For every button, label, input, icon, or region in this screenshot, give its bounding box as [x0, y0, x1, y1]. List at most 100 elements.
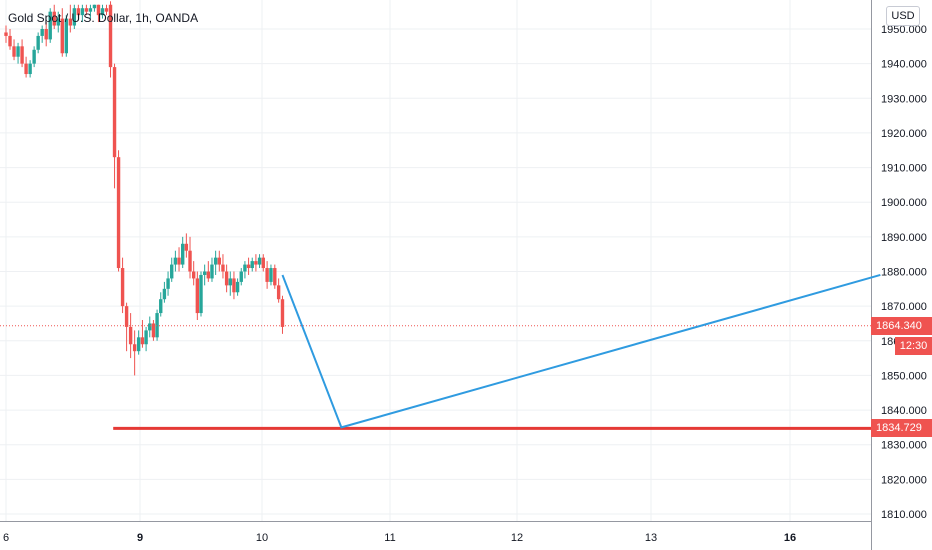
grid	[0, 0, 871, 521]
candle-body	[84, 8, 89, 12]
y-tick-label: 1900.000	[881, 197, 927, 209]
y-tick-label: 1840.000	[881, 405, 927, 417]
candle-body	[64, 18, 68, 54]
support-price-badge: 1834.729	[871, 419, 932, 438]
candle-body	[155, 313, 159, 338]
x-tick-label: 9	[137, 532, 143, 544]
candle-body	[120, 268, 125, 307]
candle-body	[228, 278, 232, 286]
x-tick-label: 12	[511, 532, 523, 544]
candle-body	[136, 337, 141, 352]
candle-body	[20, 46, 24, 64]
candle-body	[273, 268, 277, 286]
candle-body	[243, 264, 247, 272]
candle-body	[68, 18, 73, 26]
candle-body	[170, 264, 174, 279]
y-tick-label: 1810.000	[881, 509, 927, 521]
y-tick-label: 1870.000	[881, 301, 927, 313]
candle-body	[108, 4, 113, 68]
candle-body	[8, 35, 12, 47]
candle-body	[88, 8, 93, 12]
x-tick-label: 16	[784, 532, 796, 544]
candle-countdown-badge: 12:30	[895, 336, 932, 355]
candle-body	[173, 257, 178, 265]
y-tick-label: 1850.000	[881, 370, 927, 382]
candle-body	[16, 46, 20, 57]
candle-body	[184, 243, 189, 251]
current-price-badge: 1864.340	[871, 316, 932, 335]
candle-body	[112, 67, 117, 158]
x-tick-label: 10	[256, 532, 268, 544]
candle-body	[116, 157, 121, 269]
candle-body	[224, 271, 229, 286]
candle-body	[159, 299, 163, 314]
candle-body	[213, 257, 218, 265]
candle-body	[265, 268, 269, 282]
candle-body	[148, 323, 152, 331]
candle-body	[56, 18, 60, 26]
candle-body	[124, 306, 129, 327]
candle-body	[92, 4, 97, 9]
candle-body	[96, 4, 101, 16]
candle-body	[166, 278, 170, 289]
candle-body	[250, 261, 254, 269]
candle-body	[128, 326, 133, 345]
currency-button[interactable]: USD	[886, 6, 920, 26]
candle-body	[151, 323, 156, 338]
candle-body	[12, 46, 16, 57]
candle-body	[221, 264, 225, 272]
candle-body	[144, 330, 148, 345]
candle-body	[28, 63, 32, 75]
drawings[interactable]	[0, 274, 881, 430]
y-tick-label: 1920.000	[881, 128, 927, 140]
candle-body	[162, 288, 167, 300]
y-tick-label: 1910.000	[881, 163, 927, 175]
candle-body	[246, 264, 251, 269]
candle-body	[24, 63, 28, 75]
candle-body	[177, 257, 181, 265]
candle-body	[206, 271, 211, 279]
candle-body	[40, 29, 44, 36]
chart-title: Gold Spot / U.S. Dollar, 1h, OANDA	[8, 11, 199, 25]
candle-body	[132, 344, 137, 352]
candle-body	[188, 250, 192, 272]
candle-body	[48, 11, 52, 40]
y-tick-label: 1830.000	[881, 440, 927, 452]
candle-body	[202, 271, 207, 275]
candle-body	[36, 35, 40, 50]
candle-body	[280, 299, 285, 327]
candle-body	[44, 29, 48, 40]
candle-body	[276, 285, 281, 300]
y-tick-label: 1820.000	[881, 474, 927, 486]
y-tick-label: 1880.000	[881, 267, 927, 279]
candle-body	[199, 274, 203, 314]
x-tick-label: 13	[645, 532, 657, 544]
candle-body	[239, 271, 243, 282]
candle-body	[195, 278, 200, 314]
y-tick-label: 1940.000	[881, 59, 927, 71]
candle-body	[72, 8, 77, 26]
candle-body	[140, 337, 145, 345]
candle-body	[52, 11, 56, 26]
x-tick-label: 6	[3, 532, 9, 544]
candle-body	[232, 278, 236, 293]
candle-body	[191, 271, 196, 279]
y-tick-label: 1890.000	[881, 232, 927, 244]
candle-body	[210, 264, 214, 279]
candle-body	[80, 8, 85, 16]
candles	[4, 1, 285, 376]
candle-body	[269, 268, 273, 282]
candle-body	[254, 261, 258, 265]
candle-body	[257, 257, 262, 265]
candle-body	[32, 49, 36, 64]
candle-body	[181, 243, 185, 265]
candle-body	[76, 8, 81, 16]
candle-body	[104, 8, 109, 12]
candle-body	[235, 281, 240, 293]
y-tick-label: 1930.000	[881, 93, 927, 105]
candle-body	[60, 18, 64, 54]
candle-body	[4, 32, 8, 36]
trend-line[interactable]	[281, 274, 881, 429]
